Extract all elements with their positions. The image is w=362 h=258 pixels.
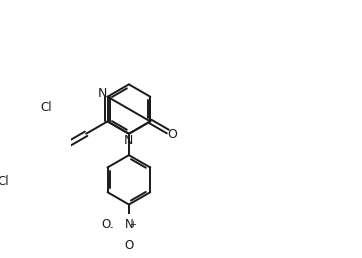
Text: -: -	[110, 223, 113, 232]
Text: N: N	[97, 87, 107, 100]
Text: Cl: Cl	[41, 101, 52, 114]
Text: N: N	[125, 218, 133, 231]
Text: O: O	[101, 218, 110, 231]
Text: O: O	[124, 239, 134, 252]
Text: Cl: Cl	[0, 175, 9, 188]
Text: O: O	[167, 128, 177, 141]
Text: +: +	[129, 220, 136, 229]
Text: N: N	[124, 134, 134, 147]
